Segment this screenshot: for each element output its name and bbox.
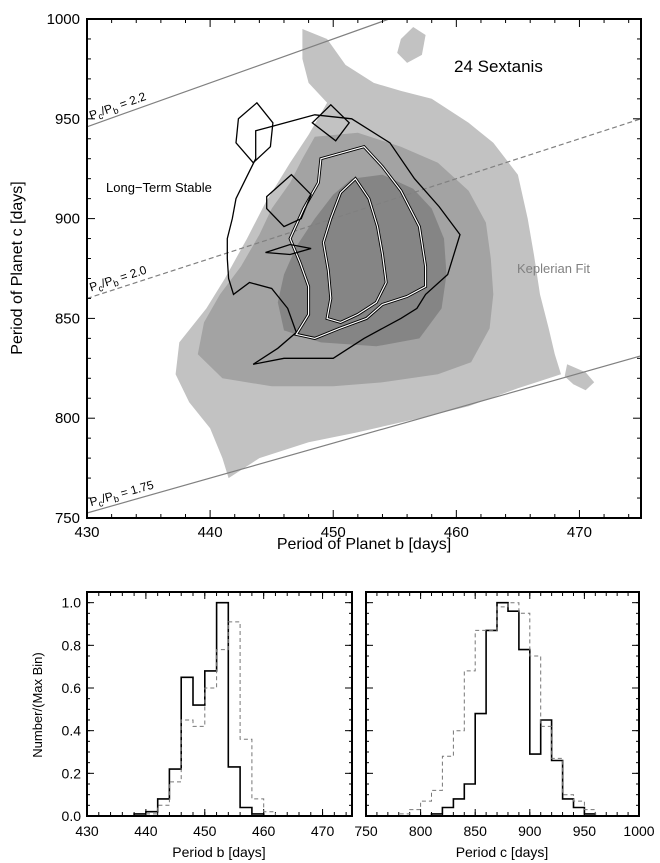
hist-y-tick-label: 0.2 bbox=[62, 765, 82, 781]
histogram-series-solid bbox=[133, 601, 288, 817]
main-x-tick-label: 450 bbox=[321, 524, 346, 541]
hist-y-tick-label: 0.8 bbox=[62, 637, 82, 653]
resonance-line-0 bbox=[86, 18, 390, 128]
histogram-c-frame bbox=[365, 591, 640, 817]
hist-x-tick-label: 440 bbox=[134, 823, 158, 839]
stable-contours bbox=[226, 101, 461, 365]
hist-x-tick-label: 750 bbox=[354, 823, 378, 839]
hist-y-tick-label: 1.0 bbox=[62, 595, 82, 611]
hist-x-tick-label: 470 bbox=[311, 823, 335, 839]
keplerian-fit-label: Keplerian Fit bbox=[517, 261, 590, 276]
stable-contour-outer bbox=[226, 114, 461, 365]
histogram-b-series bbox=[133, 601, 288, 817]
resonance-line-1 bbox=[86, 118, 642, 300]
histogram-b-ticks: 430 440 450 460 470 0.0 0.2 0.4 0.6 0.8 1.0 bbox=[62, 592, 352, 839]
hist-x-tick-label: 900 bbox=[518, 823, 542, 839]
histogram-c-x-label: Period c [days] bbox=[456, 844, 549, 860]
stable-contour-loop_top bbox=[235, 101, 274, 164]
resonance-lines: Pc/Pb = 2.2 Pc/Pb = 2.0 Pc/Pb = 1.75 bbox=[86, 18, 642, 514]
main-y-tick-label: 750 bbox=[55, 510, 80, 527]
hist-x-tick-label: 950 bbox=[573, 823, 597, 839]
histogram-c-series bbox=[387, 601, 618, 817]
main-x-tick-label: 440 bbox=[198, 524, 223, 541]
histogram-b-panel: 430 440 450 460 470 0.0 0.2 0.4 0.6 0.8 1.0 Period… bbox=[30, 591, 353, 860]
main-contour-panel: Pc/Pb = 2.2 Pc/Pb = 2.0 Pc/Pb = 1.75 430 44… bbox=[9, 11, 642, 553]
main-x-tick-label: 470 bbox=[567, 524, 592, 541]
histogram-b-frame bbox=[86, 591, 353, 817]
histogram-c-ticks: 750 800 850 900 950 1000 bbox=[354, 592, 655, 839]
main-plot-frame bbox=[86, 18, 642, 519]
title-label: 24 Sextanis bbox=[454, 57, 543, 76]
hist-x-tick-label: 1000 bbox=[623, 823, 654, 839]
keplerian-contour-island-top bbox=[397, 27, 426, 63]
main-x-axis-label: Period of Planet b [days] bbox=[277, 536, 451, 553]
keplerian-contour-island-right bbox=[564, 364, 595, 391]
histogram-y-axis-label: Number/(Max Bin) bbox=[30, 652, 45, 757]
stable-contour-inner-highlight bbox=[322, 177, 387, 324]
histogram-series-dashed bbox=[387, 602, 618, 817]
stable-label: Long−Term Stable bbox=[106, 180, 212, 195]
hist-y-tick-label: 0.6 bbox=[62, 680, 82, 696]
keplerian-contour-inner bbox=[277, 174, 447, 347]
main-y-axis-label: Period of Planet c [days] bbox=[9, 181, 26, 354]
histogram-b-x-label: Period b [days] bbox=[172, 844, 265, 860]
histogram-series-solid bbox=[387, 601, 618, 817]
histogram-series-dashed bbox=[134, 621, 288, 817]
resonance-label-1: Pc/Pb = 2.0 bbox=[88, 263, 150, 297]
main-y-tick-label: 900 bbox=[55, 211, 80, 228]
main-x-tick-label: 430 bbox=[74, 524, 99, 541]
stable-contour-loop_small bbox=[265, 243, 312, 256]
hist-y-tick-label: 0.4 bbox=[62, 723, 82, 739]
main-y-tick-label: 950 bbox=[55, 111, 80, 128]
resonance-label-2: Pc/Pb = 1.75 bbox=[88, 478, 156, 511]
main-y-tick-label: 800 bbox=[55, 410, 80, 427]
hist-x-tick-label: 850 bbox=[464, 823, 488, 839]
stable-contour-loop_left bbox=[266, 173, 312, 228]
keplerian-fit-contours bbox=[175, 27, 595, 479]
stable-contour-loop_right bbox=[311, 103, 351, 142]
hist-x-tick-label: 430 bbox=[75, 823, 99, 839]
stable-contour-middle-highlight bbox=[289, 146, 427, 340]
histogram-c-panel: 750 800 850 900 950 1000 Period c [days] bbox=[354, 591, 655, 860]
resonance-label-0: Pc/Pb = 2.2 bbox=[87, 89, 148, 124]
resonance-line-2 bbox=[86, 355, 642, 514]
hist-x-tick-label: 460 bbox=[252, 823, 276, 839]
hist-y-tick-label: 0.0 bbox=[62, 808, 82, 824]
main-y-tick-label: 850 bbox=[55, 310, 80, 327]
main-x-tick-label: 460 bbox=[444, 524, 469, 541]
main-y-tick-label: 1000 bbox=[47, 11, 80, 28]
hist-x-tick-label: 800 bbox=[409, 823, 433, 839]
hist-x-tick-label: 450 bbox=[193, 823, 217, 839]
